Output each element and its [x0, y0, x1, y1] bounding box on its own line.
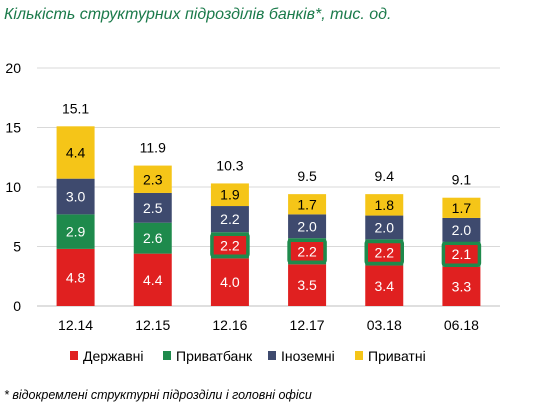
data-label: 2.6 — [143, 230, 163, 246]
total-label: 9.5 — [297, 168, 317, 184]
y-tick-label: 15 — [5, 120, 21, 136]
bar-segment — [442, 266, 481, 306]
data-label: 1.7 — [297, 196, 317, 212]
y-axis-ticks: 0 5 10 15 20 — [5, 60, 21, 314]
bar-segment — [210, 206, 249, 233]
bar-segment — [365, 265, 404, 306]
legend-label: Іноземні — [281, 348, 335, 364]
data-label: 2.0 — [297, 218, 317, 234]
bars: 4.8 2.9 3.0 4.4 15.1 4.4 2.6 2.5 2.3 11.9 4.0 2.2 2.… — [56, 100, 482, 306]
x-tick-label: 12.15 — [135, 317, 170, 333]
data-label: 3.4 — [375, 278, 395, 294]
bar-segment — [56, 214, 95, 249]
bar-segment — [365, 215, 404, 240]
bar-segment — [442, 197, 481, 218]
footnote: * відокремлені структурні підрозділи і г… — [4, 388, 312, 402]
data-label: 2.0 — [452, 222, 472, 238]
data-label: 2.0 — [375, 219, 395, 235]
bar-segment — [133, 165, 172, 193]
highlight-box — [210, 232, 250, 259]
x-tick-label: 12.14 — [58, 317, 93, 333]
y-tick-label: 5 — [13, 239, 21, 255]
bar-segment — [133, 253, 172, 306]
y-tick-label: 0 — [13, 298, 21, 314]
x-tick-label: 06.18 — [444, 317, 479, 333]
bar-segment — [56, 126, 95, 179]
data-label: 2.2 — [297, 243, 317, 259]
total-label: 11.9 — [140, 140, 166, 156]
data-label: 1.9 — [220, 187, 240, 203]
data-label: 2.1 — [452, 246, 472, 262]
legend-swatch — [163, 351, 171, 360]
data-label: 3.0 — [66, 189, 86, 205]
data-label: 2.2 — [220, 237, 240, 253]
bar-segment — [133, 222, 172, 254]
highlight-box — [287, 238, 327, 265]
data-label: 1.8 — [375, 197, 395, 213]
total-label: 9.4 — [375, 168, 395, 184]
bar-segment — [210, 258, 249, 306]
x-tick-label: 12.17 — [290, 317, 325, 333]
x-tick-label: 03.18 — [367, 317, 402, 333]
x-tick-label: 12.16 — [212, 317, 247, 333]
data-label: 3.5 — [297, 277, 317, 293]
x-axis-ticks: 12.14 12.15 12.16 12.17 03.18 06.18 — [58, 317, 479, 333]
bar-segment — [210, 183, 249, 207]
legend-swatch — [355, 351, 363, 360]
data-label: 4.4 — [66, 144, 86, 160]
highlight-box — [441, 241, 482, 267]
bar-segment — [365, 194, 404, 216]
y-tick-label: 20 — [5, 60, 21, 76]
bar-segment — [288, 194, 327, 215]
data-label: 2.2 — [220, 211, 240, 227]
gridlines — [37, 67, 500, 307]
bar-segment — [56, 178, 95, 215]
bar-segment — [288, 214, 327, 239]
total-label: 9.1 — [452, 172, 472, 188]
data-label: 4.4 — [143, 272, 163, 288]
chart-title: Кількість структурних підрозділів банків… — [4, 6, 392, 23]
legend-swatch — [70, 351, 78, 360]
total-label: 15.1 — [62, 100, 89, 116]
legend-swatch — [268, 351, 276, 360]
data-label: 2.5 — [143, 200, 163, 216]
legend-label: Приватні — [368, 348, 426, 364]
y-tick-label: 10 — [5, 179, 21, 195]
highlight-box — [364, 239, 404, 266]
legend: Державні Приватбанк Іноземні Приватні — [70, 348, 426, 364]
data-label: 1.7 — [452, 200, 472, 216]
data-label: 4.8 — [66, 269, 86, 285]
data-label: 2.9 — [66, 224, 86, 240]
total-label: 10.3 — [216, 157, 243, 173]
data-label: 4.0 — [220, 274, 240, 290]
legend-label: Державні — [83, 348, 143, 364]
bar-segment — [56, 248, 95, 306]
data-label: 3.3 — [452, 278, 472, 294]
data-label: 2.3 — [143, 171, 163, 187]
bar-segment — [133, 192, 172, 223]
legend-label: Приватбанк — [176, 348, 253, 364]
bar-segment — [442, 217, 481, 242]
bar-segment — [288, 264, 327, 306]
data-label: 2.2 — [375, 244, 395, 260]
